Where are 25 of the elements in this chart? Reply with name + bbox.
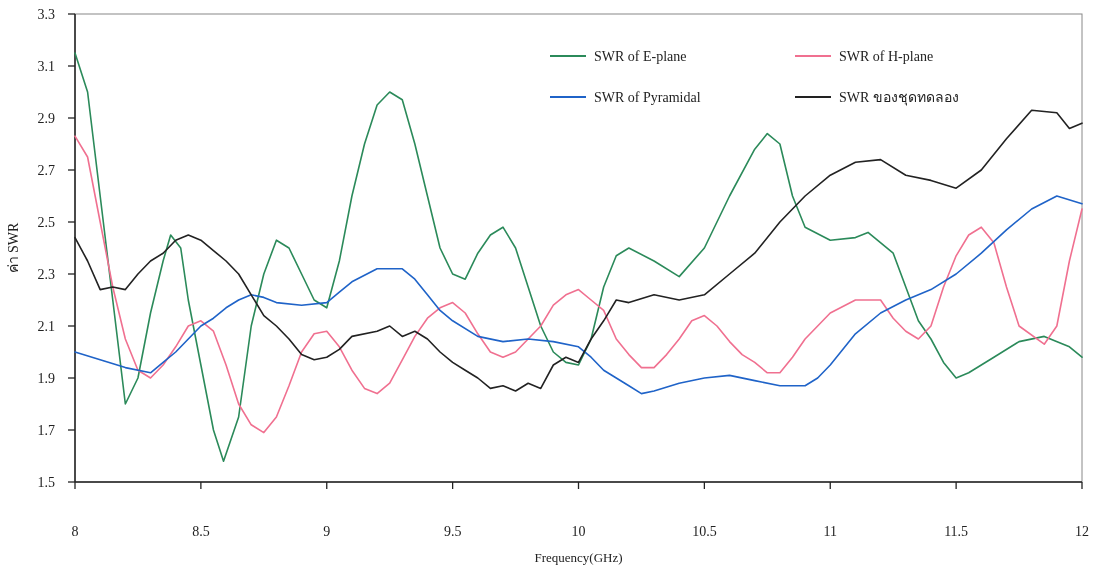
x-tick-label: 8.5 xyxy=(192,524,210,539)
x-tick-label: 12 xyxy=(1075,524,1089,539)
y-tick-label: 1.7 xyxy=(37,423,55,438)
x-tick-label: 10 xyxy=(571,524,586,539)
legend-label: SWR ของชุดทดลอง xyxy=(839,90,959,106)
y-tick-label: 3.3 xyxy=(37,7,55,22)
x-tick-label: 11 xyxy=(823,524,837,539)
y-axis-title: ค่า SWR xyxy=(6,221,21,274)
x-axis-title: Frequency(GHz) xyxy=(534,550,623,565)
y-tick-label: 3.1 xyxy=(37,59,55,74)
y-tick-label: 2.3 xyxy=(37,267,55,282)
legend-label: SWR of E-plane xyxy=(594,49,687,64)
x-tick-label: 9.5 xyxy=(443,524,462,539)
y-tick-label: 1.5 xyxy=(37,475,55,490)
y-tick-label: 2.5 xyxy=(37,215,55,230)
y-tick-label: 2.1 xyxy=(37,319,55,334)
x-tick-label: 8 xyxy=(71,524,79,539)
x-tick-label: 10.5 xyxy=(692,524,717,539)
y-tick-label: 2.9 xyxy=(37,111,55,126)
x-tick-label: 11.5 xyxy=(944,524,969,539)
x-tick-label: 9 xyxy=(323,524,331,539)
legend-label: SWR of H-plane xyxy=(839,49,934,64)
y-tick-label: 2.7 xyxy=(37,163,55,178)
y-tick-label: 1.9 xyxy=(37,371,55,386)
legend-label: SWR of Pyramidal xyxy=(594,90,701,105)
